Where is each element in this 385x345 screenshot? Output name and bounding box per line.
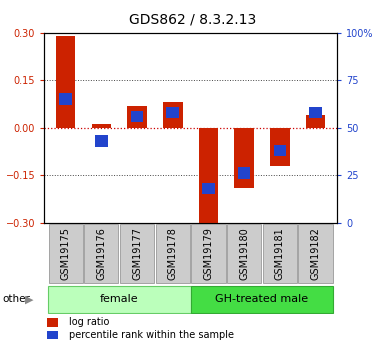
Text: GH-treated male: GH-treated male	[215, 294, 308, 304]
Bar	[95, 135, 108, 147]
Bar	[131, 110, 143, 122]
Text: ▶: ▶	[25, 294, 33, 304]
FancyBboxPatch shape	[191, 224, 226, 283]
Text: female: female	[100, 294, 139, 304]
Bar	[56, 36, 75, 128]
Text: percentile rank within the sample: percentile rank within the sample	[69, 330, 234, 340]
Bar	[238, 168, 250, 179]
Bar	[234, 128, 254, 188]
Bar	[273, 145, 286, 156]
Text: GDS862 / 8.3.2.13: GDS862 / 8.3.2.13	[129, 12, 256, 26]
FancyBboxPatch shape	[120, 224, 154, 283]
Bar	[166, 107, 179, 118]
Bar	[306, 115, 325, 128]
FancyBboxPatch shape	[156, 224, 190, 283]
FancyBboxPatch shape	[49, 224, 83, 283]
FancyBboxPatch shape	[263, 224, 297, 283]
Text: GSM19178: GSM19178	[168, 227, 178, 280]
Bar	[309, 107, 322, 118]
Text: GSM19180: GSM19180	[239, 227, 249, 280]
FancyBboxPatch shape	[191, 286, 333, 313]
Bar	[163, 102, 182, 128]
Bar	[127, 106, 147, 128]
Text: GSM19175: GSM19175	[61, 227, 71, 280]
FancyBboxPatch shape	[227, 224, 261, 283]
Text: GSM19179: GSM19179	[203, 227, 213, 280]
FancyBboxPatch shape	[84, 224, 119, 283]
Text: GSM19177: GSM19177	[132, 227, 142, 280]
Text: other: other	[2, 294, 30, 304]
Bar	[270, 128, 290, 166]
Bar	[59, 93, 72, 105]
Text: GSM19182: GSM19182	[310, 227, 320, 280]
Text: GSM19181: GSM19181	[275, 227, 285, 280]
Bar	[47, 318, 58, 326]
FancyBboxPatch shape	[298, 224, 333, 283]
Bar	[202, 183, 215, 194]
Text: log ratio: log ratio	[69, 317, 109, 327]
FancyBboxPatch shape	[48, 286, 191, 313]
Bar	[92, 125, 111, 128]
Bar	[47, 331, 58, 339]
Bar	[199, 128, 218, 224]
Text: GSM19176: GSM19176	[96, 227, 106, 280]
